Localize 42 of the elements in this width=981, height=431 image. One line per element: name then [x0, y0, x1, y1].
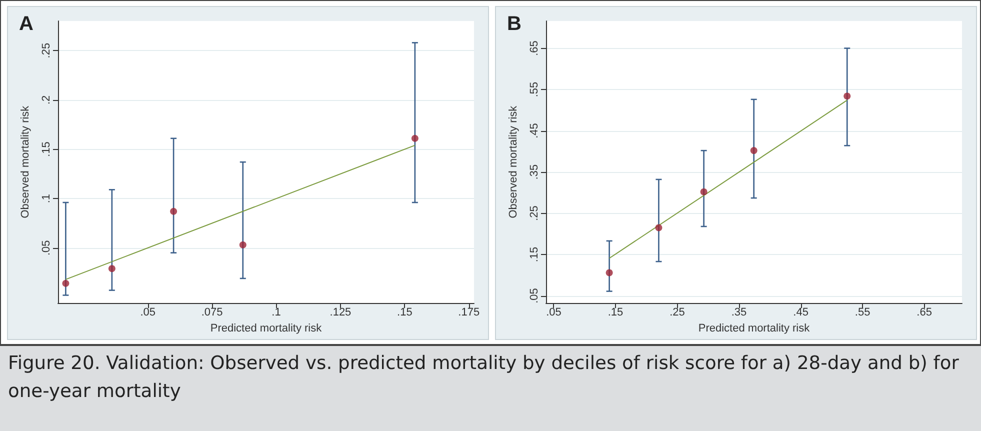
point — [108, 265, 116, 272]
x-tick-label: .05 — [140, 306, 156, 319]
point — [606, 269, 613, 276]
y-tick-label: .35 — [528, 164, 540, 180]
y-tick-label: .55 — [528, 82, 540, 98]
x-tick-label: .25 — [670, 306, 685, 319]
point — [170, 208, 178, 215]
y-tick-label: .25 — [528, 206, 540, 221]
x-tick-label: .15 — [397, 306, 412, 319]
y-tick-label: .2 — [40, 95, 52, 105]
x-tick-label: .35 — [731, 306, 747, 319]
y-tick-label: .65 — [528, 40, 540, 56]
y-axis-title: Observed mortality risk — [20, 105, 32, 218]
y-tick-label: .45 — [528, 123, 540, 138]
y-tick-label: .15 — [528, 246, 540, 262]
y-tick-label: .25 — [40, 42, 52, 58]
x-tick-label: .175 — [458, 306, 480, 319]
x-tick-label: .125 — [330, 306, 352, 319]
point — [700, 188, 708, 196]
point — [844, 92, 851, 100]
x-axis-title: Predicted mortality risk — [210, 322, 322, 334]
point — [411, 134, 418, 142]
y-tick-label: .1 — [40, 194, 52, 204]
y-tick-label: .15 — [40, 142, 52, 157]
y-axis-title: Observed mortality risk — [508, 105, 520, 218]
point — [655, 224, 662, 232]
x-axis-title: Predicted mortality risk — [698, 322, 810, 334]
y-tick-label: .05 — [528, 288, 540, 304]
point — [750, 147, 758, 154]
x-tick-label: .075 — [201, 306, 223, 319]
x-tick-label: .05 — [546, 306, 562, 319]
x-tick-label: .65 — [916, 306, 932, 319]
chart-title: A — [19, 13, 34, 35]
chart-title: B — [507, 13, 522, 35]
x-tick-label: .15 — [608, 306, 624, 319]
x-tick-label: .1 — [272, 306, 281, 319]
caption: Figure 20. Validation: Observed vs. predicted mortality by deciles of risk score for a) 28-day and b) for one-year mortality — [0, 344, 981, 431]
point — [62, 280, 70, 287]
point — [239, 241, 246, 248]
x-tick-label: .45 — [793, 306, 808, 319]
x-tick-label: .55 — [854, 306, 870, 319]
y-tick-label: .05 — [40, 240, 52, 256]
